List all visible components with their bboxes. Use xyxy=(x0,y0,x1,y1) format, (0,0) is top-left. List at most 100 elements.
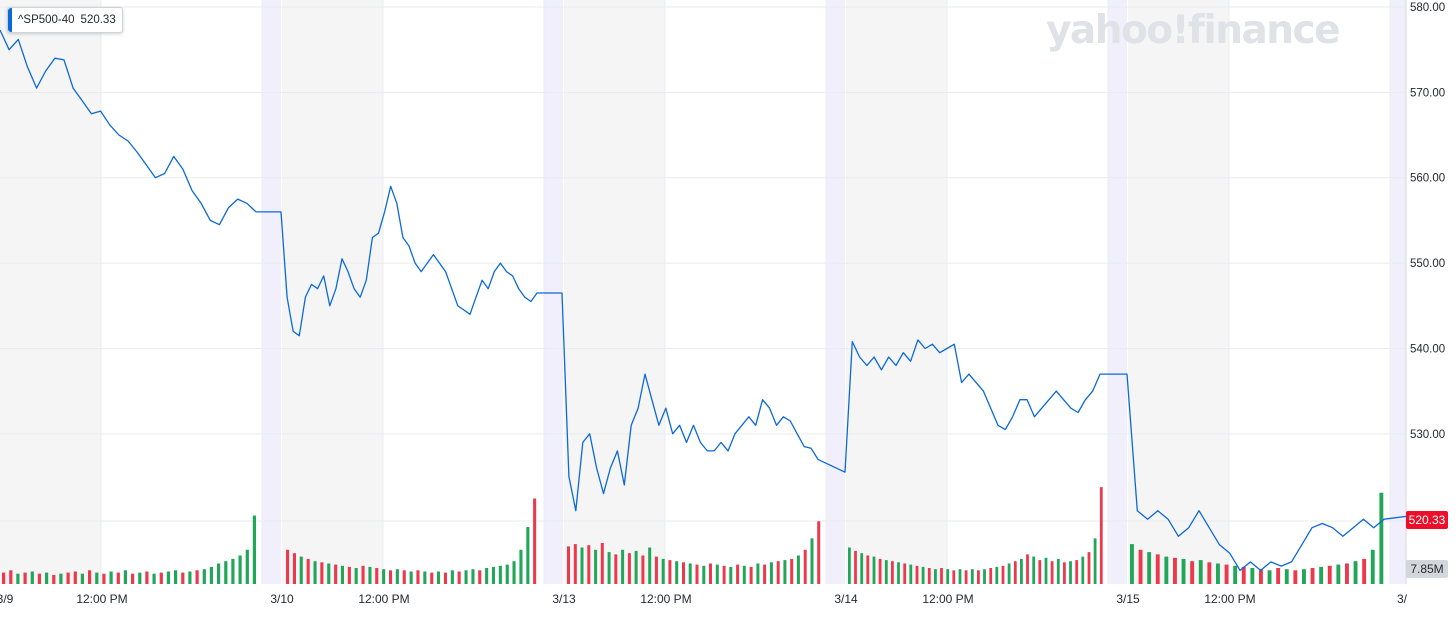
volume-bar xyxy=(983,569,986,584)
volume-bar xyxy=(45,572,49,584)
volume-bar xyxy=(977,570,980,584)
volume-bar xyxy=(1138,549,1143,584)
volume-bar xyxy=(1276,568,1281,584)
volume-bar xyxy=(1207,562,1212,584)
volume-bar xyxy=(796,555,800,584)
x-tick-label: 3/15 xyxy=(1116,592,1140,606)
volume-bar xyxy=(1353,561,1358,584)
volume-bar xyxy=(702,565,706,584)
volume-bar xyxy=(860,553,864,584)
volume-bar xyxy=(195,570,199,584)
volume-bar xyxy=(641,555,645,584)
volume-bar xyxy=(1032,556,1036,584)
volume-bar xyxy=(375,568,379,584)
volume-bars xyxy=(2,487,1384,584)
volume-bar xyxy=(688,563,692,584)
premarket-shade xyxy=(1390,0,1406,584)
volume-bar xyxy=(526,527,530,584)
x-tick-label: 12:00 PM xyxy=(76,592,127,606)
ticker-symbol: ^SP500-40 xyxy=(18,14,75,26)
volume-bar xyxy=(166,571,170,584)
volume-bar xyxy=(347,566,351,584)
volume-bar xyxy=(231,558,235,584)
volume-bar xyxy=(131,573,135,584)
x-axis: 3/9 12:00 PM 3/10 12:00 PM 3/13 12:00 PM 3/14 1… xyxy=(0,592,1408,606)
volume-bar xyxy=(580,547,584,584)
volume-bar xyxy=(1093,538,1097,584)
volume-bar xyxy=(80,573,84,584)
volume-bar xyxy=(866,555,870,584)
volume-bar xyxy=(614,554,618,584)
volume-bar xyxy=(498,565,502,584)
volume-bar xyxy=(402,570,406,584)
volume-bar xyxy=(1007,563,1011,584)
volume-bar xyxy=(52,574,56,584)
volume-bar xyxy=(1319,566,1324,584)
volume-bar xyxy=(1327,565,1332,584)
x-tick-label: 12:00 PM xyxy=(358,592,409,606)
volume-bar xyxy=(181,572,185,584)
volume-bar xyxy=(742,565,746,584)
x-tick-label: 3/10 xyxy=(270,592,294,606)
volume-bar xyxy=(872,556,876,584)
volume-bar xyxy=(769,562,773,584)
volume-bar xyxy=(485,568,489,584)
volume-bar xyxy=(1173,557,1177,584)
volume-bar xyxy=(109,571,113,584)
volume-bar xyxy=(478,570,482,584)
volume-bar xyxy=(989,568,993,584)
volume-bar xyxy=(152,573,156,584)
volume-bar xyxy=(209,566,213,584)
volume-bar xyxy=(395,569,399,584)
volume-bar xyxy=(1026,554,1029,584)
volume-bar xyxy=(1259,569,1263,584)
volume-bar xyxy=(73,571,77,584)
volume-bar xyxy=(1099,487,1103,584)
volume-bar xyxy=(123,570,127,584)
ticker-last-price: 520.33 xyxy=(80,14,116,26)
volume-bar xyxy=(952,570,956,584)
volume-bar xyxy=(995,566,999,584)
x-tick-label: 3/14 xyxy=(834,592,858,606)
volume-bar xyxy=(471,569,475,584)
volume-bar xyxy=(648,547,652,584)
volume-bar xyxy=(970,569,974,584)
volume-bar xyxy=(354,568,358,584)
volume-bar xyxy=(1362,558,1367,584)
volume-bar xyxy=(1164,556,1169,584)
volume-bar xyxy=(736,564,740,584)
volume-bar xyxy=(299,556,303,584)
volume-bar xyxy=(1069,561,1072,584)
volume-bar xyxy=(1001,565,1005,584)
volume-bar xyxy=(1081,556,1085,584)
volume-bar xyxy=(600,543,604,584)
volume-bar xyxy=(627,553,631,584)
volume-bar xyxy=(30,571,34,584)
premarket-shade xyxy=(826,0,845,584)
ticker-badge[interactable]: ^SP500-40 520.33 xyxy=(7,7,123,33)
session-shading xyxy=(262,0,1406,584)
y-tick-label: 530.00 xyxy=(1410,429,1445,441)
volume-bar xyxy=(1056,558,1060,584)
volume-bar xyxy=(245,549,249,584)
offhours-shade xyxy=(1128,0,1229,584)
volume-bar xyxy=(790,558,794,584)
volume-bar xyxy=(927,568,931,584)
volume-bar xyxy=(1302,569,1306,584)
volume-bar xyxy=(1087,552,1091,584)
volume-bar xyxy=(340,565,344,584)
volume-bar xyxy=(1233,565,1238,584)
series-color-swatch xyxy=(8,8,12,32)
x-tick-label: 3/ xyxy=(1397,592,1408,606)
volume-bar xyxy=(567,546,570,584)
premarket-shade xyxy=(262,0,281,584)
volume-bar xyxy=(457,571,461,584)
volume-bar xyxy=(915,565,919,584)
volume-bar xyxy=(430,572,434,584)
volume-bar xyxy=(682,562,685,584)
volume-bar xyxy=(1075,560,1079,584)
volume-bar xyxy=(224,561,228,584)
volume-bar xyxy=(512,561,516,584)
